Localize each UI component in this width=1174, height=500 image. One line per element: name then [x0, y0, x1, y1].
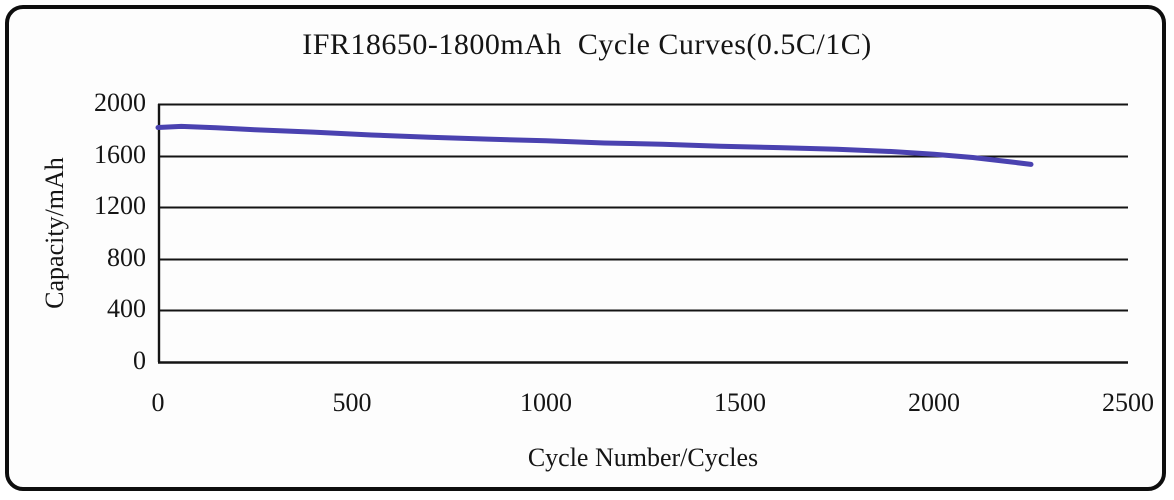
y-tick-label: 1200: [94, 191, 146, 221]
plot-area: [155, 103, 1128, 364]
x-tick-label: 2000: [908, 388, 960, 417]
y-tick-label: 1600: [94, 139, 146, 169]
y-tick-label: 2000: [94, 88, 146, 117]
x-tick-label: 1500: [714, 388, 766, 417]
x-tick-label: 0: [151, 388, 165, 417]
y-tick-label: 400: [107, 294, 146, 324]
x-axis-title: Cycle Number/Cycles: [527, 443, 759, 472]
plot-canvas: [155, 103, 1128, 364]
chart-outer-border: [5, 5, 1166, 491]
y-axis-title-text: Capacity/mAh: [40, 157, 69, 309]
capacity-curve: [155, 123, 1034, 167]
y-tick-label: 800: [107, 242, 146, 272]
x-tick-label: 2500: [1102, 388, 1154, 417]
chart-title: IFR18650-1800mAh Cycle Curves(0.5C/1C): [302, 28, 872, 61]
x-tick-label: 500: [332, 388, 372, 417]
y-tick-label: 0: [133, 346, 146, 375]
x-tick-label: 1000: [520, 388, 572, 417]
